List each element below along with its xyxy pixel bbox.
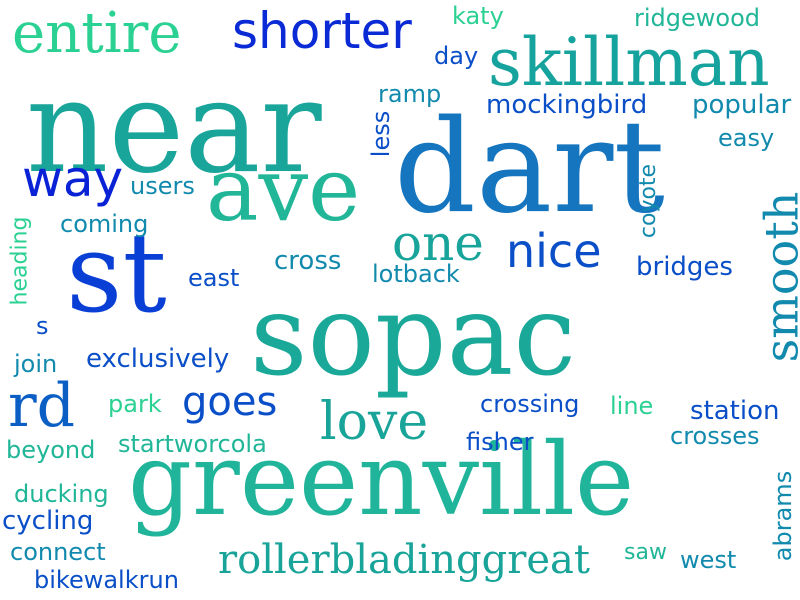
word-crossing: crossing [480,390,580,418]
word-rd: rd [8,371,76,441]
word-nice: nice [506,224,602,278]
word-easy: easy [718,124,775,152]
word-startworcola: startworcola [118,430,267,458]
word-fisher: fisher [466,428,534,456]
word-less: less [367,110,396,158]
word-west: west [680,546,737,574]
word-line: line [610,392,654,420]
word-exclusively: exclusively [86,344,230,374]
word-coming: coming [60,210,149,238]
word-park: park [108,390,162,418]
word-s: s [36,312,49,340]
word-st: st [66,209,167,337]
word-saw: saw [624,540,667,565]
word-station: station [690,396,780,426]
word-lotback: lotback [372,260,460,288]
word-dart: dart [394,93,665,242]
word-beyond: beyond [6,436,96,464]
word-ducking: ducking [14,480,109,508]
word-entire: entire [12,1,182,66]
word-day: day [434,42,479,70]
word-heading: heading [7,216,33,306]
word-cross: cross [274,246,342,276]
word-connect: connect [10,538,106,566]
word-abrams: abrams [769,470,798,562]
word-join: join [14,350,58,378]
word-goes: goes [182,379,278,425]
word-greenville: greenville [128,421,635,538]
word-popular: popular [692,90,792,120]
word-coyote: coyote [636,163,662,239]
word-love: love [320,392,429,452]
word-ave: ave [206,138,361,241]
word-near: near [26,53,322,202]
word-shorter: shorter [232,2,412,60]
word-rollerbladinggreat: rollerbladinggreat [218,537,590,583]
word-mockingbird: mockingbird [486,90,648,120]
word-way: way [22,150,124,208]
word-ramp: ramp [378,80,442,108]
word-bridges: bridges [636,252,733,282]
word-east: east [188,264,240,292]
word-ridgewood: ridgewood [634,4,760,32]
word-cycling: cycling [2,506,94,536]
word-crosses: crosses [670,422,760,450]
word-sopac: sopac [250,271,577,401]
word-skillman: skillman [488,24,770,101]
word-bikewalkrun: bikewalkrun [34,566,179,594]
word-katy: katy [452,2,504,30]
word-one: one [392,214,484,272]
word-users: users [130,172,195,200]
word-smooth: smooth [754,191,800,363]
